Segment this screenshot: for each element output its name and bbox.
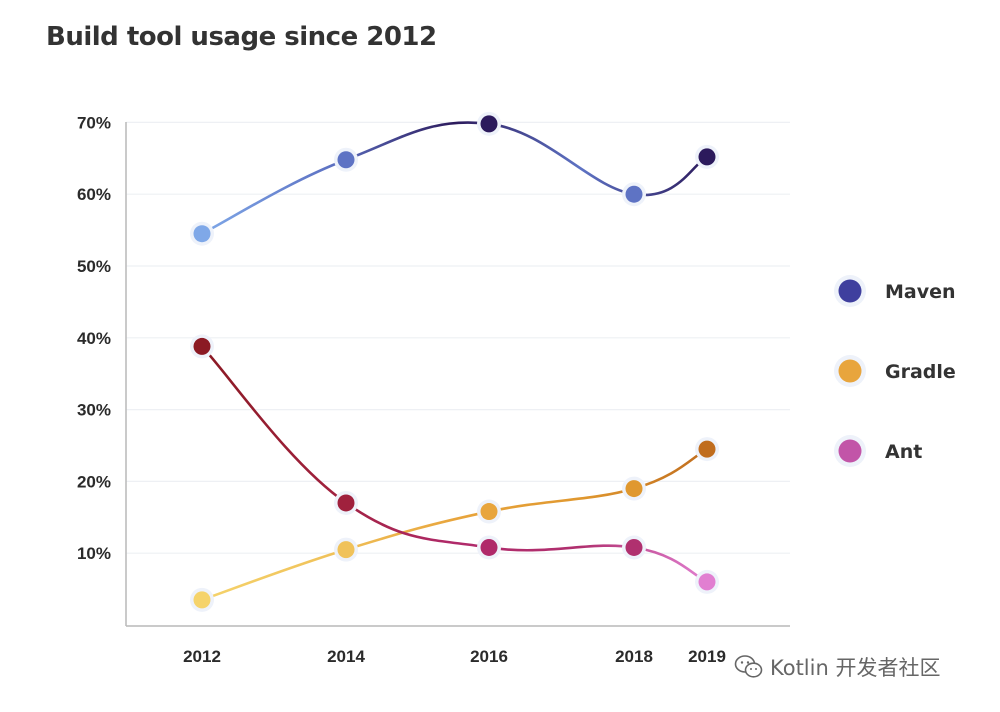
y-axis-ticks: 10% 20% 30% 40% 50% 60% 70% [77, 113, 111, 563]
x-tick-label: 2016 [470, 647, 508, 666]
data-point-gradle-2019 [698, 440, 716, 458]
y-tick-label: 30% [77, 401, 111, 420]
x-tick-label: 2012 [183, 647, 221, 666]
data-point-ant-2014 [337, 494, 355, 512]
y-tick-label: 20% [77, 472, 111, 491]
x-tick-label: 2019 [688, 647, 726, 666]
x-tick-label: 2014 [327, 647, 365, 666]
data-point-gradle-2014 [337, 541, 355, 559]
data-point-maven-2019 [698, 148, 716, 166]
y-tick-label: 40% [77, 329, 111, 348]
y-tick-label: 70% [77, 113, 111, 132]
y-tick-label: 60% [77, 185, 111, 204]
legend-label-ant: Ant [885, 441, 922, 463]
data-point-gradle-2018 [625, 480, 643, 498]
legend-swatch-ant [838, 439, 862, 463]
grid-lines [126, 121, 790, 554]
chart-title: Build tool usage since 2012 [46, 22, 437, 52]
x-tick-label: 2018 [615, 647, 653, 666]
data-point-ant-2018 [625, 538, 643, 556]
legend: Maven Gradle Ant [834, 275, 956, 467]
data-point-maven-2012 [193, 225, 211, 243]
series-line-gradle [200, 447, 709, 602]
legend-label-gradle: Gradle [885, 361, 956, 383]
data-point-gradle-2016 [480, 503, 498, 521]
legend-swatch-gradle [838, 359, 862, 383]
data-point-ant-2016 [480, 538, 498, 556]
y-tick-label: 10% [77, 544, 111, 563]
watermark: Kotlin 开发者社区 [734, 652, 940, 682]
data-point-maven-2016 [480, 115, 498, 133]
series-line-ant [200, 345, 709, 584]
data-point-ant-2012 [193, 337, 211, 355]
data-point-ant-2019 [698, 573, 716, 591]
legend-swatch-maven [838, 279, 862, 303]
x-axis-ticks: 2012 2014 2016 2018 2019 [183, 647, 726, 666]
y-tick-label: 50% [77, 257, 111, 276]
watermark-text: Kotlin 开发者社区 [770, 656, 941, 680]
wechat-icon [734, 655, 763, 678]
data-point-maven-2014 [337, 151, 355, 169]
series-points [190, 111, 719, 612]
legend-label-maven: Maven [885, 281, 956, 303]
series-line-maven [200, 121, 709, 235]
axes [125, 122, 790, 627]
data-point-maven-2018 [625, 185, 643, 203]
data-point-gradle-2012 [193, 591, 211, 609]
